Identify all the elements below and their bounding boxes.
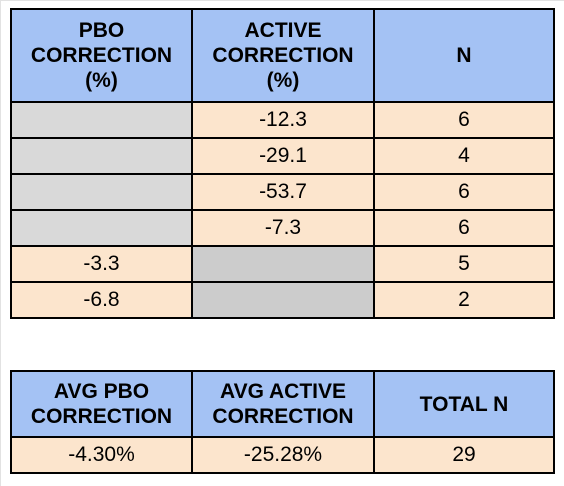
cell-n[interactable]: 5 [373,245,555,283]
cell-n[interactable]: 2 [373,281,555,319]
table-row: -6.8 2 [10,281,555,319]
table-row: -12.3 6 [10,101,555,139]
cell-n[interactable]: 6 [373,209,555,247]
cell-pbo[interactable]: -3.3 [10,245,193,283]
summary-header-row: AVG PBO CORRECTION AVG ACTIVE CORRECTION T… [10,370,555,438]
cell-active[interactable] [191,245,375,283]
header-total-n[interactable]: TOTAL N [373,370,555,438]
table-row: -53.7 6 [10,173,555,211]
cell-n[interactable]: 4 [373,137,555,175]
header-active-correction[interactable]: ACTIVE CORRECTION (%) [191,8,375,103]
cell-active[interactable]: -53.7 [191,173,375,211]
cell-pbo[interactable] [10,209,193,247]
cell-active[interactable] [191,281,375,319]
corrections-table: PBO CORRECTION (%) ACTIVE CORRECTION (%) N -… [10,8,555,319]
cell-active[interactable]: -12.3 [191,101,375,139]
cell-pbo[interactable] [10,173,193,211]
table-row: -7.3 6 [10,209,555,247]
summary-table: AVG PBO CORRECTION AVG ACTIVE CORRECTION T… [10,370,555,474]
summary-values-row: -4.30% -25.28% 29 [10,436,555,474]
header-pbo-correction[interactable]: PBO CORRECTION (%) [10,8,193,103]
cell-avg-active[interactable]: -25.28% [191,436,375,474]
header-avg-active-correction[interactable]: AVG ACTIVE CORRECTION [191,370,375,438]
cell-active[interactable]: -29.1 [191,137,375,175]
cell-pbo[interactable] [10,101,193,139]
cell-active[interactable]: -7.3 [191,209,375,247]
cell-pbo[interactable] [10,137,193,175]
cell-avg-pbo[interactable]: -4.30% [10,436,193,474]
table-row: -29.1 4 [10,137,555,175]
table-row: -3.3 5 [10,245,555,283]
cell-n[interactable]: 6 [373,101,555,139]
header-avg-pbo-correction[interactable]: AVG PBO CORRECTION [10,370,193,438]
cell-pbo[interactable]: -6.8 [10,281,193,319]
cell-total-n[interactable]: 29 [373,436,555,474]
header-n[interactable]: N [373,8,555,103]
cell-n[interactable]: 6 [373,173,555,211]
header-row: PBO CORRECTION (%) ACTIVE CORRECTION (%) N [10,8,555,103]
